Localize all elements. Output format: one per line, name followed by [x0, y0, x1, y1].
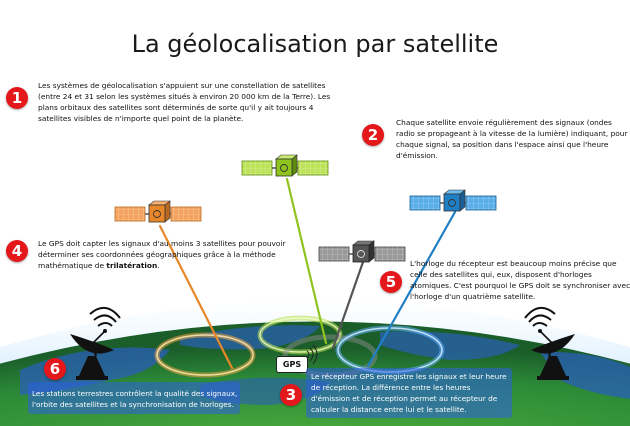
- gps-receiver-icon: GPS: [276, 356, 308, 373]
- signal-beams: [158, 177, 457, 370]
- step-badge-4: 4: [6, 240, 28, 262]
- step-badge-1: 1: [6, 87, 28, 109]
- step-badge-3: 3: [280, 384, 302, 406]
- satellite-icon: [318, 240, 406, 263]
- satellite-icon: [114, 200, 202, 223]
- satellite-icon: [409, 189, 497, 212]
- step-6-text: Les stations terrestres contrôlent la qu…: [32, 389, 238, 409]
- ground-stations-panel: [28, 382, 240, 414]
- page-title: La géolocalisation par satellite: [131, 30, 499, 58]
- step-1-text: Les systèmes de géolocalisation s'appuie…: [38, 81, 331, 123]
- step-4-text: Le GPS doit capter les signaux d'au moin…: [38, 239, 286, 270]
- satellite-icon: [241, 154, 329, 177]
- receiver-panel: [306, 368, 512, 418]
- step-2-text: Chaque satellite envoie régulièrement de…: [396, 118, 628, 160]
- step-badge-6: 6: [44, 358, 66, 380]
- step-badge-5: 5: [380, 271, 402, 293]
- step-3-text: Le récepteur GPS enregistre les signaux …: [311, 372, 507, 414]
- ground-station-antenna-icon: [524, 307, 575, 380]
- ground-station-antenna-icon: [70, 307, 121, 380]
- step-5-text: L'horloge du récepteur est beaucoup moin…: [410, 259, 630, 301]
- step-badge-2: 2: [362, 124, 384, 146]
